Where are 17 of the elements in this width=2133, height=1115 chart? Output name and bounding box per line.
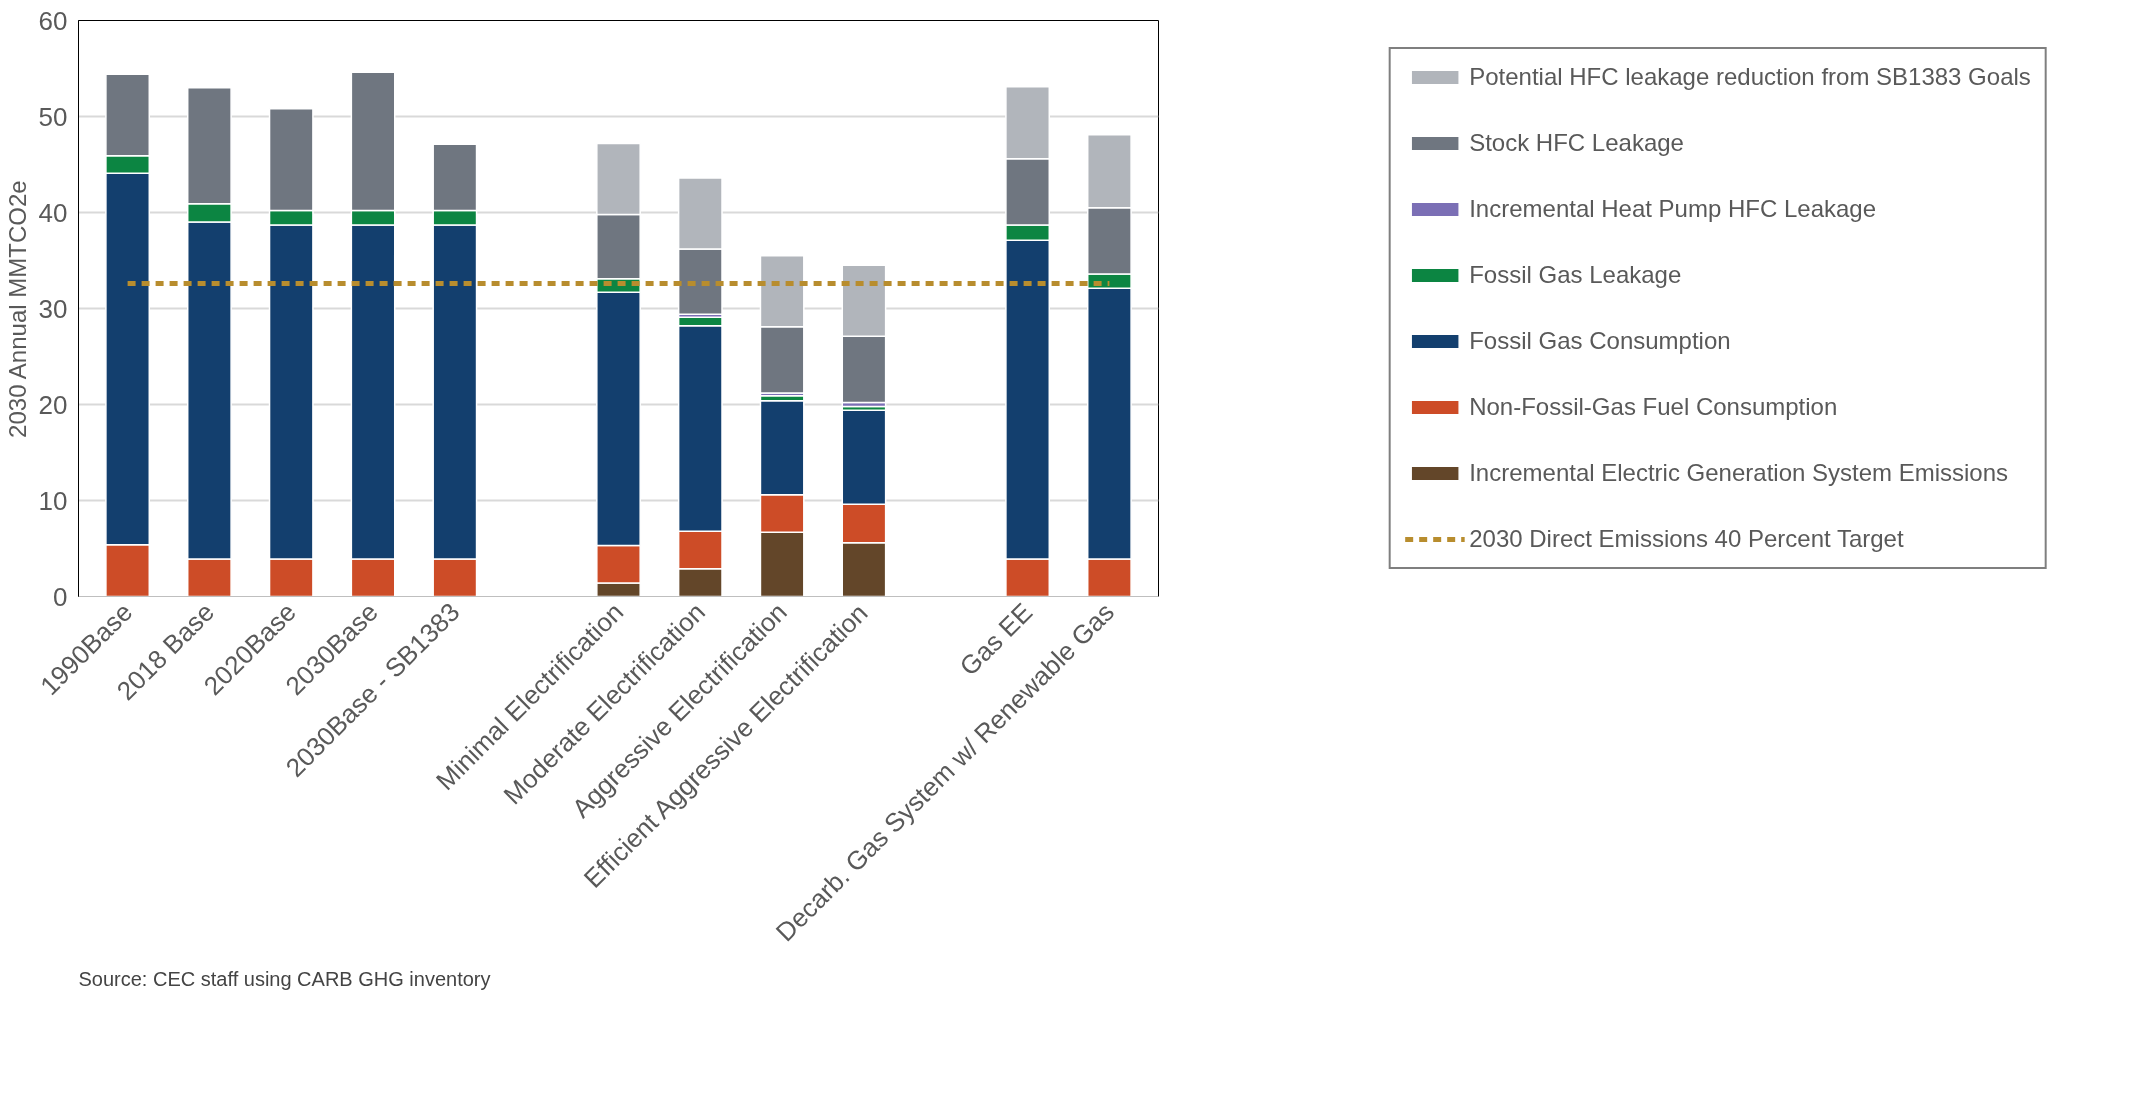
y-tick-label: 50 bbox=[38, 101, 68, 132]
legend-label: Non-Fossil-Gas Fuel Consumption bbox=[1469, 393, 1838, 421]
y-tick-label: 40 bbox=[38, 197, 68, 228]
legend-label: Fossil Gas Consumption bbox=[1469, 327, 1731, 355]
y-tick-label: 0 bbox=[53, 581, 68, 612]
y-tick-label: 10 bbox=[38, 485, 68, 516]
legend-label: Incremental Heat Pump HFC Leakage bbox=[1469, 195, 1877, 223]
y-tick-label: 30 bbox=[38, 293, 68, 324]
y-axis-title: 2030 Annual MMTCO2e bbox=[3, 180, 31, 438]
legend-label: Fossil Gas Leakage bbox=[1469, 261, 1682, 289]
y-tick-label: 20 bbox=[38, 389, 68, 420]
legend-label: Stock HFC Leakage bbox=[1469, 129, 1684, 157]
source-note: Source: CEC staff using CARB GHG inventory bbox=[78, 967, 491, 990]
y-tick-label: 60 bbox=[38, 5, 68, 36]
legend-label: Incremental Electric Generation System Emissions bbox=[1469, 459, 2009, 487]
legend-label: 2030 Direct Emissions 40 Percent Target bbox=[1469, 525, 1904, 553]
legend-label: Potential HFC leakage reduction from SB1383 Goals bbox=[1469, 63, 2031, 91]
